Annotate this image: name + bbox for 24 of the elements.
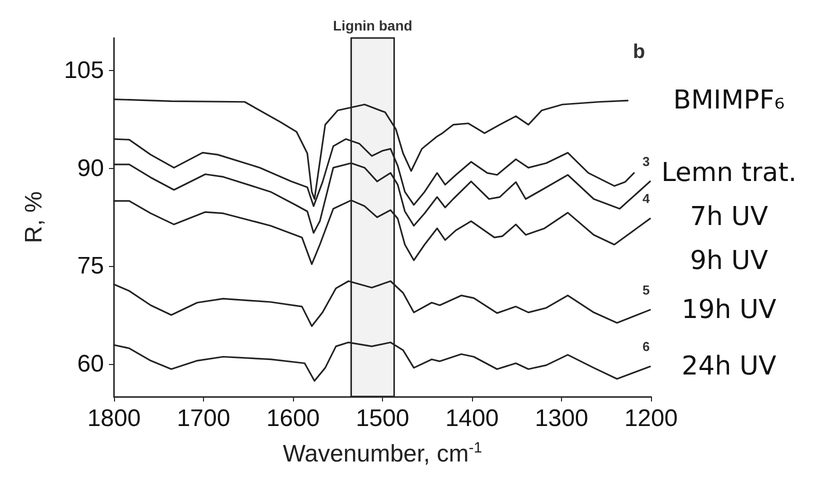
x-tick-label: 1200 [624, 405, 678, 432]
series-label: BMIMPF₆ [673, 86, 785, 116]
annotation: 6 [642, 339, 650, 354]
x-tick-label: 1300 [534, 405, 588, 432]
series-label: 7h UV [690, 202, 768, 232]
x-tick-label: 1800 [87, 405, 141, 432]
x-tick-label: 1600 [266, 405, 320, 432]
series-label: Lemn trat. [661, 158, 797, 188]
y-tick-label: 105 [64, 57, 104, 84]
x-tick-label: 1400 [445, 405, 499, 432]
y-tick-label: 60 [77, 350, 104, 378]
x-tick-label: 1700 [176, 405, 230, 432]
series-label: 24h UV [682, 352, 777, 382]
series-label: 19h UV [682, 294, 777, 325]
annotation: b [632, 41, 646, 63]
series-label: 9h UV [690, 246, 768, 276]
y-axis-title: R, % [20, 191, 48, 244]
y-tick-label: 90 [77, 154, 104, 182]
x-tick-label: 1500 [356, 405, 410, 432]
annotation: 5 [642, 282, 650, 298]
annotation: 3 [642, 154, 650, 169]
band-label: Lignin band [332, 17, 412, 34]
y-tick-label: 75 [77, 252, 104, 280]
annotation: 4 [642, 191, 650, 206]
